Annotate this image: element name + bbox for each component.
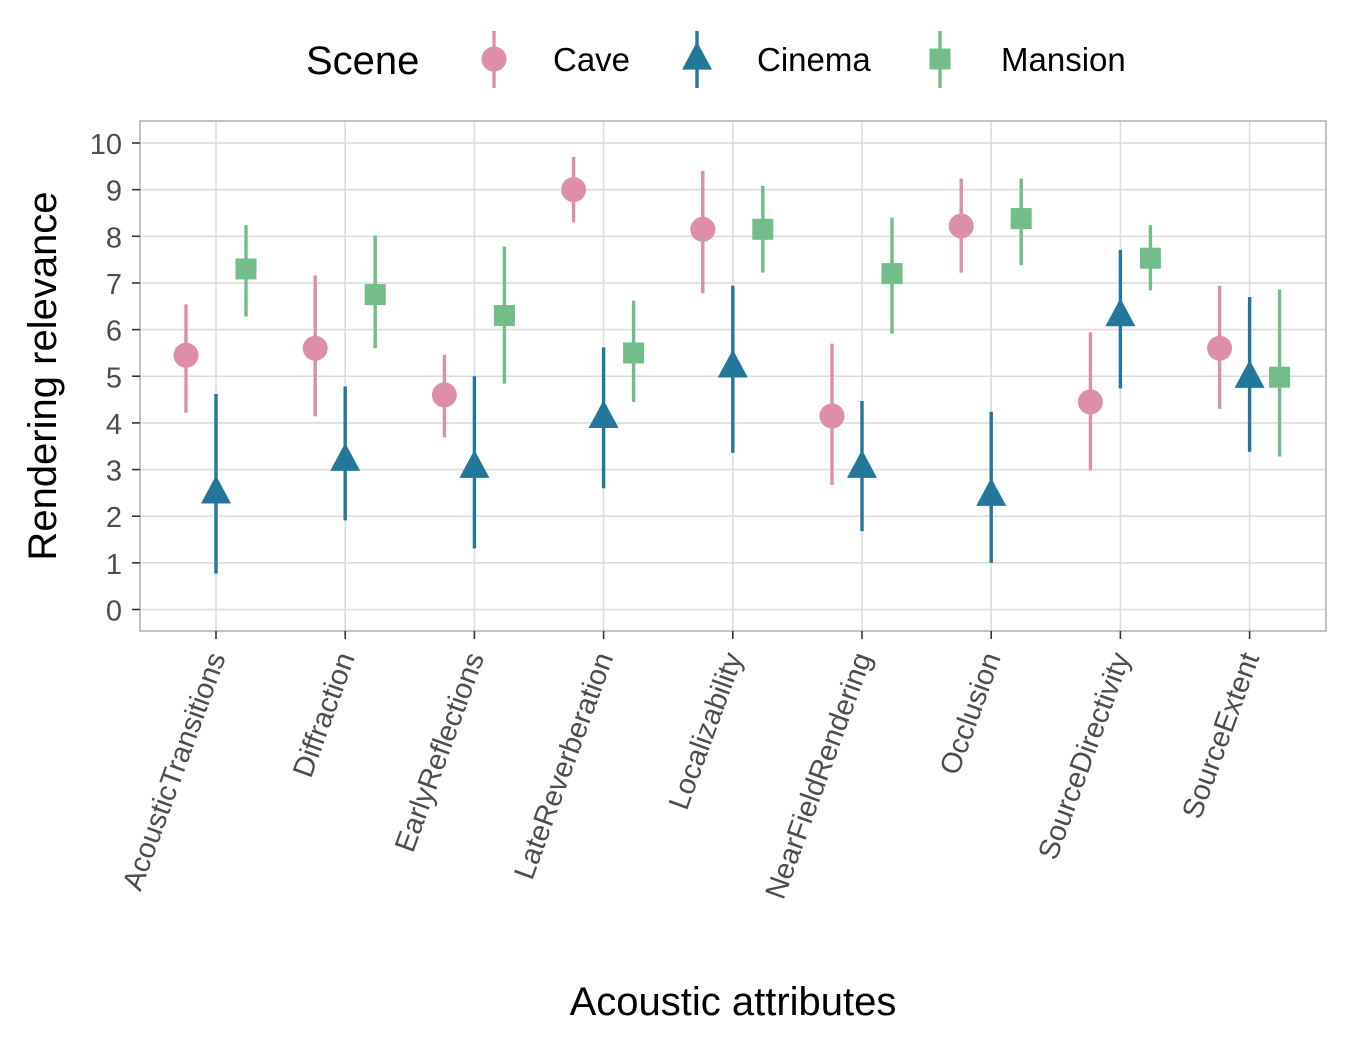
- data-point: [561, 177, 587, 203]
- data-point: [302, 335, 328, 361]
- y-tick-label: 10: [90, 129, 122, 161]
- y-tick-label: 3: [106, 456, 122, 488]
- legend: Scene Cave Cinema Mansion: [306, 31, 1126, 88]
- data-point: [819, 403, 845, 429]
- legend-title: Scene: [306, 39, 419, 83]
- data-point: [948, 213, 974, 239]
- legend-label: Mansion: [1001, 41, 1126, 78]
- y-tick-label: 4: [106, 409, 122, 441]
- x-tick-label: Localizability: [663, 648, 749, 814]
- x-tick-label: AcousticTransitions: [117, 648, 233, 894]
- y-tick-label: 9: [106, 176, 122, 208]
- y-tick-label: 5: [106, 362, 122, 394]
- data-point: [881, 263, 903, 285]
- data-point: [330, 442, 361, 471]
- y-tick-label: 1: [106, 549, 122, 581]
- data-point: [1010, 208, 1032, 230]
- legend-key-marker: [682, 41, 712, 70]
- legend-item: Mansion: [929, 31, 1126, 88]
- x-axis-title: Acoustic attributes: [570, 980, 897, 1024]
- legend-label: Cave: [553, 41, 630, 78]
- data-point: [1269, 366, 1291, 388]
- x-tick-label: SourceDirectivity: [1032, 648, 1137, 864]
- data-point: [690, 216, 716, 242]
- legend-item: Cinema: [682, 31, 871, 88]
- data-point: [1077, 389, 1103, 415]
- data-point: [364, 284, 386, 306]
- y-tick-label: 8: [106, 222, 122, 254]
- data-point: [847, 449, 877, 478]
- data-point: [1234, 359, 1265, 388]
- x-tick-label: LateReverberation: [508, 648, 620, 883]
- y-tick-label: 0: [106, 596, 122, 628]
- data-point: [1139, 247, 1161, 269]
- data-point: [235, 258, 257, 280]
- data-point: [588, 399, 619, 428]
- data-point: [173, 342, 199, 368]
- data-point: [1105, 298, 1136, 327]
- plot-panel: 0 1 2 3 4 5 6 7 8 9 10 AcousticTransitions Diffracti…: [90, 120, 1327, 903]
- data-point: [752, 218, 774, 240]
- x-tick-label: Diffraction: [287, 648, 362, 781]
- legend-key-marker: [481, 46, 507, 72]
- legend-item: Cave: [481, 31, 630, 88]
- data-point: [717, 349, 748, 378]
- data-point: [623, 342, 645, 364]
- data-point: [493, 305, 515, 327]
- data-point: [1207, 335, 1233, 361]
- data-point: [976, 477, 1007, 506]
- legend-key-marker: [929, 48, 951, 70]
- y-tick-label: 2: [106, 502, 122, 534]
- x-tick-label: NearFieldRendering: [760, 648, 879, 903]
- y-axis-title: Rendering relevance: [21, 191, 65, 560]
- y-tick-label: 6: [106, 316, 122, 348]
- x-tick-label: Occlusion: [934, 648, 1008, 779]
- legend-label: Cinema: [757, 41, 871, 78]
- data-point: [201, 475, 231, 504]
- x-tick-label: SourceExtent: [1177, 648, 1267, 823]
- y-tick-label: 7: [106, 269, 122, 301]
- x-tick-label: EarlyReflections: [389, 648, 491, 856]
- data-point: [459, 449, 490, 478]
- data-point: [431, 382, 457, 408]
